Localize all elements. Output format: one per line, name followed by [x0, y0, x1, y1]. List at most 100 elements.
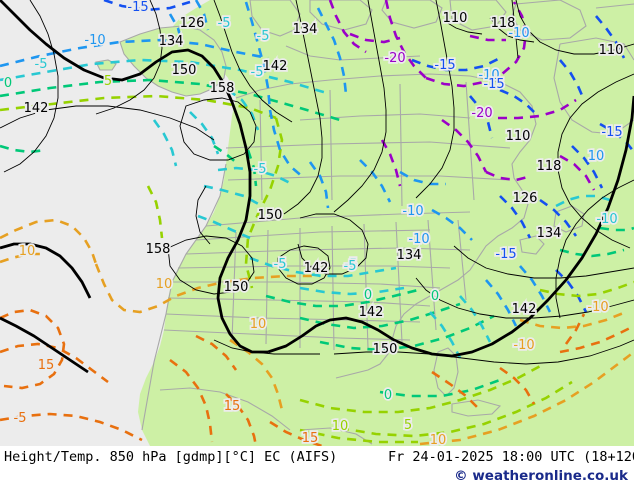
temperature-contour-label-halo: -10: [587, 300, 608, 315]
temperature-contour-label-halo: 0: [364, 288, 372, 303]
height-contour-label-halo: 126: [180, 16, 205, 31]
temperature-contour-label: -5: [274, 257, 287, 272]
temperature-contour-label: -20: [384, 51, 405, 66]
height-contour-label: 142: [24, 101, 49, 116]
map-canvas: 142 142 126 126 134 134 134 134 110 110 118 118 110 1…: [0, 0, 634, 446]
height-contour-label: 118: [491, 16, 516, 31]
temperature-contour-label-halo: -20: [471, 106, 492, 121]
temperature-contour-label-halo: -5: [254, 162, 267, 177]
coastline-layer: [95, 0, 634, 445]
height-contour-label-halo: 110: [443, 11, 468, 26]
temperature-contour-label: -10: [478, 68, 499, 83]
temperature-contour-label: -10: [84, 33, 105, 48]
temperature-contour-label-halo: 15: [302, 431, 319, 446]
temperature-contour-label-halo: -15: [434, 58, 455, 73]
landmass-layer: [96, 0, 634, 446]
temperature-contour-label: -5: [257, 29, 270, 44]
temperature-contour-label: -20: [471, 106, 492, 121]
height-contour-label: 142: [263, 59, 288, 74]
temperature-contour-label: 10: [332, 419, 349, 434]
temperature-contour-label-halo: -15: [483, 77, 504, 92]
temperature-contour-label-halo: -10: [508, 26, 529, 41]
temperature-contour-label-halo: -5: [257, 29, 270, 44]
temperature-contour-label: -5: [254, 162, 267, 177]
temperature-contour-label: 0: [431, 289, 439, 304]
height-contour-label: 110: [443, 11, 468, 26]
temperature-contour-label-halo: 10: [19, 244, 36, 259]
temperature-contour-label: -10: [402, 204, 423, 219]
temperature-contour-label-halo: -5: [345, 257, 358, 272]
height-contour-label-halo: 150: [373, 342, 398, 357]
height-contour-label: 126: [180, 16, 205, 31]
temperature-contour-label: -10: [587, 300, 608, 315]
temperature-contour-label-halo: 10: [156, 277, 173, 292]
isotherm-layer: [0, 0, 634, 446]
temperature-contour-label-halo: 0: [384, 388, 392, 403]
height-contour-label-halo: 134: [537, 226, 562, 241]
height-contour-label-halo: 142: [359, 305, 384, 320]
height-contour-label: 150: [373, 342, 398, 357]
temperature-contour-label-halo: 0: [431, 289, 439, 304]
temperature-contour-label-halo: -5: [274, 257, 287, 272]
temperature-contour-label-halo: -10: [408, 232, 429, 247]
temperature-contour-label-halo: 10: [332, 419, 349, 434]
product-title: Height/Temp. 850 hPa [gdmp][°C] EC (AIFS…: [4, 449, 338, 465]
temperature-contour-label: 15: [38, 358, 55, 373]
temperature-contour-label-halo: -10: [402, 204, 423, 219]
height-contour-label-halo: 158: [210, 81, 235, 96]
height-contour-label-halo: 134: [159, 34, 184, 49]
temperature-contour-label: 0: [4, 76, 12, 91]
height-contour-label: 134: [293, 22, 318, 37]
height-contour-label: 142: [304, 261, 329, 276]
temperature-contour-label-halo: -10: [84, 33, 105, 48]
temperature-contour-label-halo: -15: [601, 125, 622, 140]
temperature-contour-label: 10: [588, 149, 605, 164]
temperature-contour-label-halo: 10: [588, 149, 605, 164]
temperature-contour-label: 15: [302, 431, 319, 446]
height-contour-label: 126: [513, 191, 538, 206]
temperature-contour-label: -5: [344, 259, 357, 274]
temperature-contour-label: 5: [404, 418, 412, 433]
temperature-contour-label-halo: -5: [14, 411, 27, 426]
height-contour-label-halo: 150: [172, 63, 197, 78]
height-label-group: 142 142 126 126 134 134 134 134 110 110 118 118 110 1…: [22, 9, 625, 359]
height-contour-bold: [0, 0, 634, 374]
temperature-contour-label: -5: [35, 57, 48, 72]
temperature-contour-label-halo: 15: [38, 358, 55, 373]
temperature-contour-label: 10: [19, 244, 36, 259]
temperature-contour-label: -15: [601, 125, 622, 140]
temperature-contour-label: -15: [483, 77, 504, 92]
temperature-contour-label: -15: [495, 247, 516, 262]
height-contour-label: 150: [258, 208, 283, 223]
temperature-contour-label-halo: -15: [495, 247, 516, 262]
temperature-contour-label: -10: [408, 232, 429, 247]
temperature-contour-label: -5: [14, 411, 27, 426]
temperature-contour-label: -15: [434, 58, 455, 73]
temperature-contour-label: -5: [218, 16, 231, 31]
temperature-contour-label: -5: [345, 257, 358, 272]
temperature-contour-label: 0: [364, 288, 372, 303]
height-contour-label: 142: [359, 305, 384, 320]
temperature-contour-label-halo: 5: [404, 418, 412, 433]
height-contour-label: 134: [159, 34, 184, 49]
copyright-notice: © weatheronline.co.uk: [454, 468, 628, 484]
temperature-contour-label: -10: [596, 212, 617, 227]
weather-map[interactable]: 142 142 126 126 134 134 134 134 110 110 118 118 110 1…: [0, 0, 634, 446]
height-contour-label: 142: [512, 302, 537, 317]
temperature-contour-label-halo: 0: [4, 76, 12, 91]
temperature-contour-label-halo: -10: [478, 68, 499, 83]
temperature-contour-label: 0: [384, 388, 392, 403]
temperature-contour-label: -10: [513, 338, 534, 353]
height-contour-layer: [0, 0, 634, 365]
temperature-contour-label-halo: 10: [430, 433, 447, 446]
temperature-contour-label: -10: [508, 26, 529, 41]
height-contour-label-halo: 142: [304, 261, 329, 276]
temperature-contour-label: 5: [104, 74, 112, 89]
height-contour-label-halo: 150: [258, 208, 283, 223]
height-contour-label-halo: 110: [506, 129, 531, 144]
temperature-contour-label: 15: [224, 399, 241, 414]
temperature-contour-label-halo: -15: [127, 0, 148, 15]
temperature-contour-label: 10: [250, 317, 267, 332]
height-contour-label: 150: [172, 63, 197, 78]
